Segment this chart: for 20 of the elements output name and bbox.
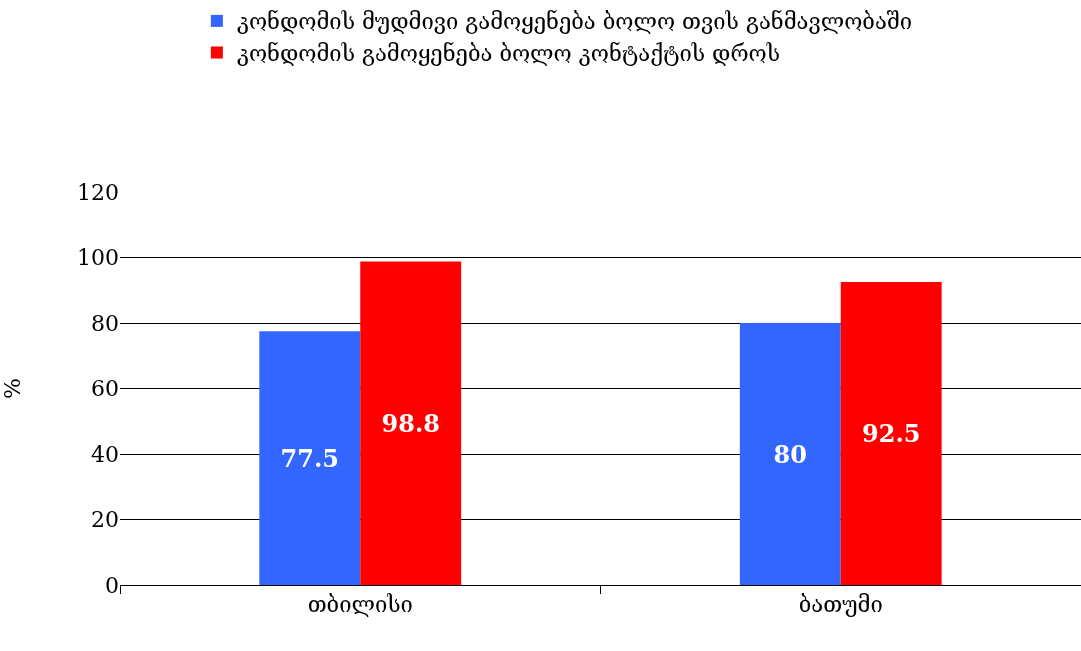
bar [259, 331, 361, 585]
y-tick-label: 0 [105, 572, 119, 598]
bar [360, 261, 462, 585]
x-tick-label: ბათუმი [798, 592, 883, 618]
data-label: 80 [773, 439, 807, 469]
y-tick-label: 40 [91, 441, 119, 467]
data-label: 98.8 [381, 408, 440, 438]
data-label: 77.5 [280, 443, 340, 473]
bar [840, 282, 942, 585]
bar [739, 323, 841, 585]
y-tick-label: 100 [77, 245, 119, 271]
legend-label: კონდომის გამოყენება ბოლო კონტაქტის დროს [236, 41, 781, 67]
y-axis-title: % [0, 378, 25, 399]
data-label: 92.5 [861, 419, 921, 449]
y-tick-label: 60 [91, 376, 119, 402]
y-tick-label: 80 [91, 310, 119, 336]
y-tick-label: 20 [91, 507, 119, 533]
legend-label: კონდომის მუდმივი გამოყენება ბოლო თვის განმავლობაში [236, 9, 913, 35]
y-tick-label: 120 [77, 179, 119, 205]
x-tick-label: თბილისი [307, 592, 413, 618]
